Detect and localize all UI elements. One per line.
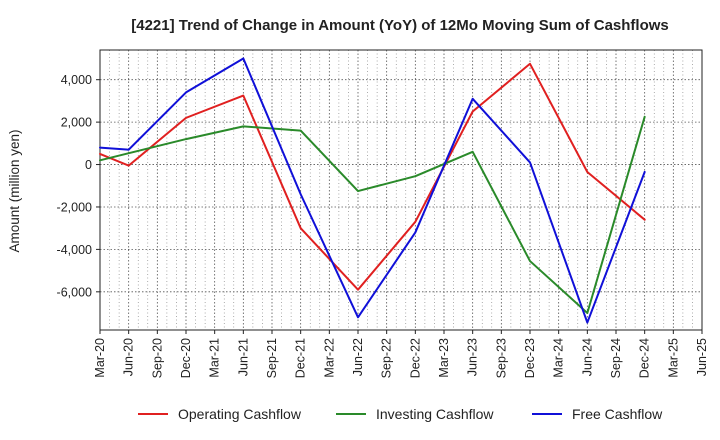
- plot-area: [99, 49, 703, 331]
- series-line-operating-cashflow: [99, 62, 646, 291]
- grid: [100, 50, 702, 330]
- x-tick-label: Mar-23: [437, 338, 451, 378]
- x-tick-label: Dec-22: [408, 338, 422, 378]
- series-line-free-cashflow: [99, 57, 646, 324]
- x-tick-label: Dec-24: [638, 338, 652, 378]
- x-tick-label: Dec-20: [179, 338, 193, 378]
- x-tick-label: Sep-21: [265, 338, 279, 378]
- x-tick-label: Mar-20: [93, 338, 107, 378]
- x-tick-label: Jun-20: [122, 338, 136, 376]
- y-tick-label: 2,000: [61, 116, 92, 130]
- x-tick-label: Dec-21: [294, 338, 308, 378]
- axes: 4,000 2,000 0 -2,000 -4,000 -6,000 Mar-20 Jun-2…: [57, 49, 709, 378]
- y-tick-label: 4,000: [61, 73, 92, 87]
- x-tick-label: Dec-23: [523, 338, 537, 378]
- legend: Operating Cashflow Investing Cashflow Free…: [138, 406, 663, 422]
- y-axis-label: Amount (million yen): [7, 129, 22, 252]
- y-tick-label: -2,000: [57, 200, 92, 214]
- legend-label: Free Cashflow: [572, 406, 663, 422]
- x-tick-label: Sep-20: [150, 338, 164, 378]
- y-tick-label: 0: [85, 158, 92, 172]
- x-tick-label: Sep-22: [380, 338, 394, 378]
- x-tick-label: Mar-21: [208, 338, 222, 378]
- x-tick-label: Jun-22: [351, 338, 365, 376]
- x-tick-label: Jun-24: [580, 338, 594, 376]
- legend-label: Investing Cashflow: [376, 406, 494, 422]
- series-line-investing-cashflow: [99, 115, 646, 315]
- x-tick-label: Jun-21: [236, 338, 250, 376]
- x-tick-label: Mar-25: [666, 338, 680, 378]
- x-tick-label: Sep-23: [494, 338, 508, 378]
- y-tick-label: -4,000: [57, 243, 92, 257]
- x-tick-label: Jun-23: [466, 338, 480, 376]
- x-tick-label: Mar-24: [552, 338, 566, 378]
- legend-label: Operating Cashflow: [178, 406, 302, 422]
- chart-title: [4221] Trend of Change in Amount (YoY) o…: [131, 17, 669, 34]
- series-lines: [99, 57, 646, 324]
- x-tick-label: Sep-24: [609, 338, 623, 378]
- x-tick-label: Mar-22: [322, 338, 336, 378]
- y-tick-label: -6,000: [57, 285, 92, 299]
- x-tick-label: Jun-25: [695, 338, 709, 376]
